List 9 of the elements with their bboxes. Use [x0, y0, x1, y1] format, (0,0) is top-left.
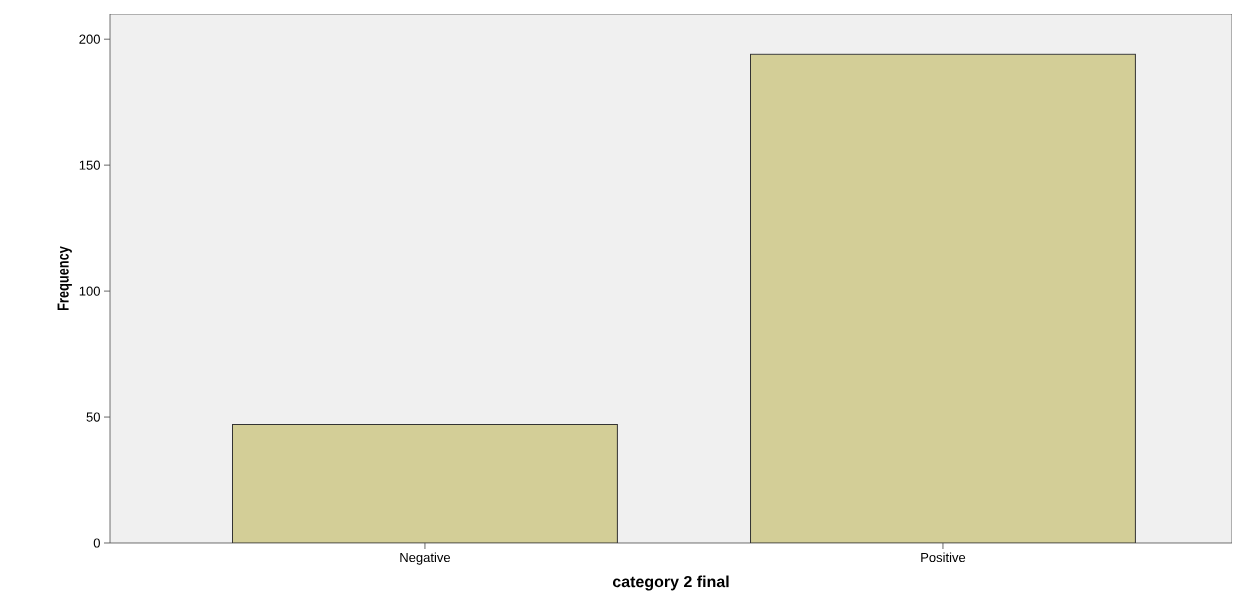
y-tick-label: 200 [79, 34, 100, 44]
x-axis-title: category 2 final [612, 575, 729, 591]
y-axis-title: Frequency [57, 246, 72, 310]
y-tick-label: 0 [93, 538, 100, 548]
y-tick-label: 150 [79, 160, 100, 170]
x-tick-label: Positive [921, 552, 966, 563]
y-tick-label: 100 [79, 286, 100, 296]
y-tick-label: 50 [86, 412, 100, 422]
x-tick-label: Negative [400, 552, 451, 565]
